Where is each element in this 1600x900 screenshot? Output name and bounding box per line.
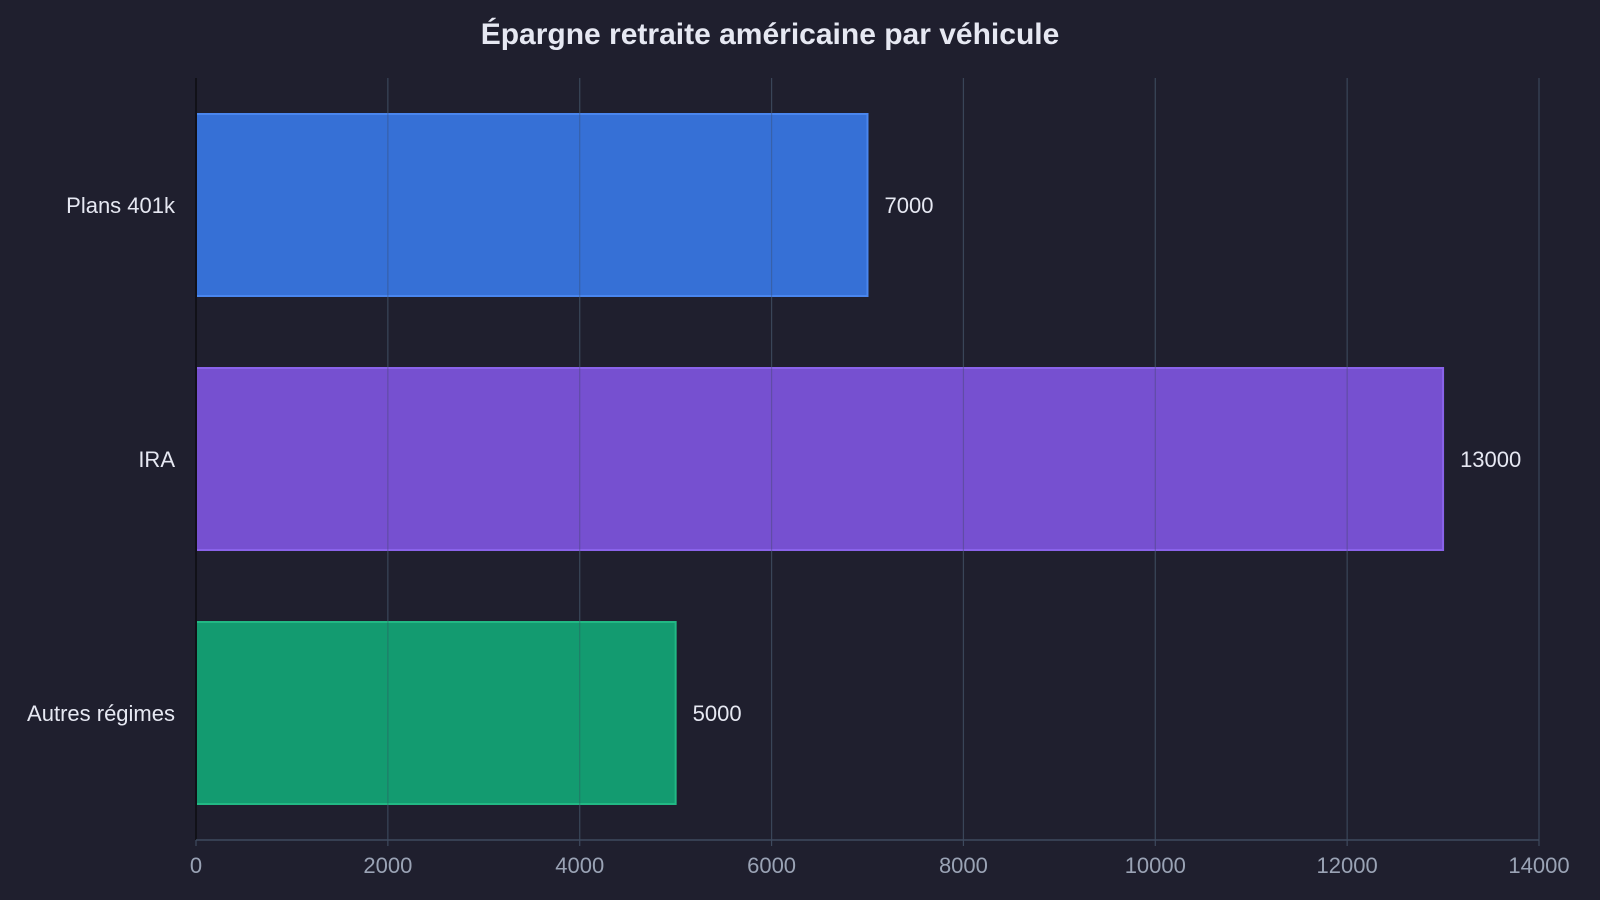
x-tick-label: 12000 — [1317, 853, 1378, 878]
chart-title: Épargne retraite américaine par véhicule — [480, 18, 1060, 51]
axis-layer — [195, 78, 1540, 846]
label-layer: 0 2000 4000 6000 8000 10000 12000 14000 Plans 40… — [27, 193, 1570, 878]
bar-value-label: 13000 — [1460, 447, 1521, 472]
x-tick-label: 6000 — [747, 853, 796, 878]
bar-value-label: 5000 — [693, 701, 742, 726]
x-tick-label: 14000 — [1508, 853, 1569, 878]
y-category-label: IRA — [138, 447, 175, 472]
bar — [195, 367, 1445, 551]
bar — [195, 621, 677, 805]
bar — [195, 113, 869, 297]
x-tick-label: 2000 — [363, 853, 412, 878]
x-tick-label: 0 — [190, 853, 202, 878]
y-category-label: Autres régimes — [27, 701, 175, 726]
bar-layer — [195, 78, 1540, 840]
x-tick-label: 8000 — [939, 853, 988, 878]
x-tick-label: 4000 — [555, 853, 604, 878]
x-tick-label: 10000 — [1125, 853, 1186, 878]
bar-value-label: 7000 — [885, 193, 934, 218]
y-category-label: Plans 401k — [66, 193, 176, 218]
